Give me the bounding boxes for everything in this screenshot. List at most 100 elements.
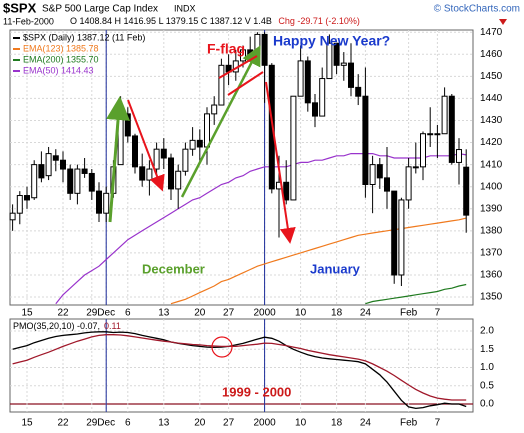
x-tick-label: 24 xyxy=(360,418,372,429)
candle-body xyxy=(441,95,448,135)
legend-label: 0.11 xyxy=(104,321,121,331)
x-tick-label: 22 xyxy=(57,418,69,429)
candle-body xyxy=(333,42,340,66)
candle-body xyxy=(182,148,189,172)
candle-body xyxy=(319,78,326,117)
candle-body xyxy=(146,168,153,181)
x-tick-label: Feb xyxy=(400,308,418,319)
x-tick-label: 13 xyxy=(158,308,170,319)
candle-body xyxy=(189,139,196,150)
candle-body xyxy=(290,95,297,201)
candle-body xyxy=(384,177,390,192)
down-triangle xyxy=(499,19,507,25)
y-tick-label: 0.0 xyxy=(480,399,494,410)
y-tick-label: 0.5 xyxy=(480,380,494,391)
x-tick-label: 18 xyxy=(331,308,343,319)
candle-body xyxy=(247,49,254,55)
x-tick-label: 27 xyxy=(223,308,235,319)
date: 11-Feb-2000 xyxy=(3,16,54,26)
x-tick-label: 7 xyxy=(435,308,441,319)
x-tick-label: 24 xyxy=(360,308,372,319)
annotation: 1999 - 2000 xyxy=(222,384,291,399)
x-tick-label: 10 xyxy=(295,308,307,319)
exchange: INDX xyxy=(174,3,196,13)
candle-body xyxy=(45,153,52,177)
candle-body xyxy=(153,148,160,170)
change: Chg -29.71 (-2.10%) xyxy=(278,16,360,26)
red-arrow xyxy=(127,99,165,192)
candle-body xyxy=(326,42,333,80)
candle-body xyxy=(312,102,318,117)
candle-body xyxy=(81,168,88,174)
candle-body xyxy=(340,62,347,66)
annotation: December xyxy=(142,261,205,276)
symbol: $SPX xyxy=(3,0,37,15)
x-tick-label: 20 xyxy=(194,308,206,319)
candle-body xyxy=(168,157,174,190)
candle-body xyxy=(348,62,354,88)
candle-body xyxy=(175,170,182,190)
candle-body xyxy=(139,166,146,181)
series-line xyxy=(170,217,467,305)
plot-area xyxy=(9,318,474,413)
candle-body xyxy=(124,113,131,137)
y-tick-label: 1470 xyxy=(480,27,503,38)
legend-label: EMA(123) 1385.78 xyxy=(23,43,99,53)
x-tick-label: 7 xyxy=(435,418,441,429)
candle-body xyxy=(420,133,426,168)
x-tick-label: Dec xyxy=(97,418,115,429)
candle-body xyxy=(261,33,268,66)
drawn-arrows xyxy=(106,45,296,358)
candle-body xyxy=(204,113,210,148)
y-tick-label: 1380 xyxy=(480,225,503,236)
legend: PMO(35,20,10) -0.07, 0.11 xyxy=(13,321,121,331)
candle-body xyxy=(434,133,441,136)
candle-body xyxy=(391,190,398,276)
candle-body xyxy=(304,60,311,104)
x-tick-label: 15 xyxy=(21,308,33,319)
y-tick-label: 1400 xyxy=(480,181,503,192)
x-tick-label: Feb xyxy=(400,418,418,429)
series-line xyxy=(365,283,467,305)
y-tick-label: 2.0 xyxy=(480,326,494,337)
y-tick-label: 1390 xyxy=(480,203,503,214)
candle-body xyxy=(52,155,59,161)
candle-body xyxy=(412,166,419,169)
annotation: Happy New Year? xyxy=(273,33,390,49)
flag-line xyxy=(218,55,258,79)
quote: O 1408.84 H 1416.95 L 1379.15 C 1387.12 … xyxy=(70,16,360,26)
y-tick-label: 1360 xyxy=(480,270,503,281)
annotation: F-flag xyxy=(207,41,245,57)
candle-body xyxy=(132,135,138,168)
candle-body xyxy=(160,148,167,159)
candle-body xyxy=(67,168,74,194)
y-tick-label: 1370 xyxy=(480,248,503,259)
legend-label: EMA(50) 1414.43 xyxy=(23,65,94,75)
candle-body xyxy=(254,33,261,55)
candle-body xyxy=(283,181,290,201)
x-tick-label: 20 xyxy=(194,418,206,429)
series-line xyxy=(12,334,467,401)
y-tick-label: 1440 xyxy=(480,93,503,104)
candle-body xyxy=(427,133,434,136)
candle-body xyxy=(405,166,412,201)
candle-body xyxy=(88,172,95,192)
x-tick-label: 2000 xyxy=(253,308,276,319)
quote-values: O 1408.84 H 1416.95 L 1379.15 C 1387.12 … xyxy=(70,16,272,26)
legend-label: EMA(200) 1355.70 xyxy=(23,54,99,64)
candle-body xyxy=(355,86,362,97)
legend-label: $SPX (Daily) 1387.12 (11 Feb) xyxy=(23,32,145,42)
x-tick-label: 18 xyxy=(331,418,343,429)
highlight-circle xyxy=(211,336,233,358)
candle-body xyxy=(376,164,383,179)
plots: 1350 1360 1370 1380 1390 1400 1410 1420 1430 1440… xyxy=(9,27,503,429)
legend-label: PMO(35,20,10) -0.07, xyxy=(13,321,100,331)
y-tick-label: 1410 xyxy=(480,159,503,170)
x-tick-label: 2000 xyxy=(253,418,276,429)
candle-body xyxy=(398,199,405,276)
series-line xyxy=(12,331,467,410)
candle-body xyxy=(96,190,102,214)
copyright: © StockCharts.com xyxy=(434,4,520,15)
